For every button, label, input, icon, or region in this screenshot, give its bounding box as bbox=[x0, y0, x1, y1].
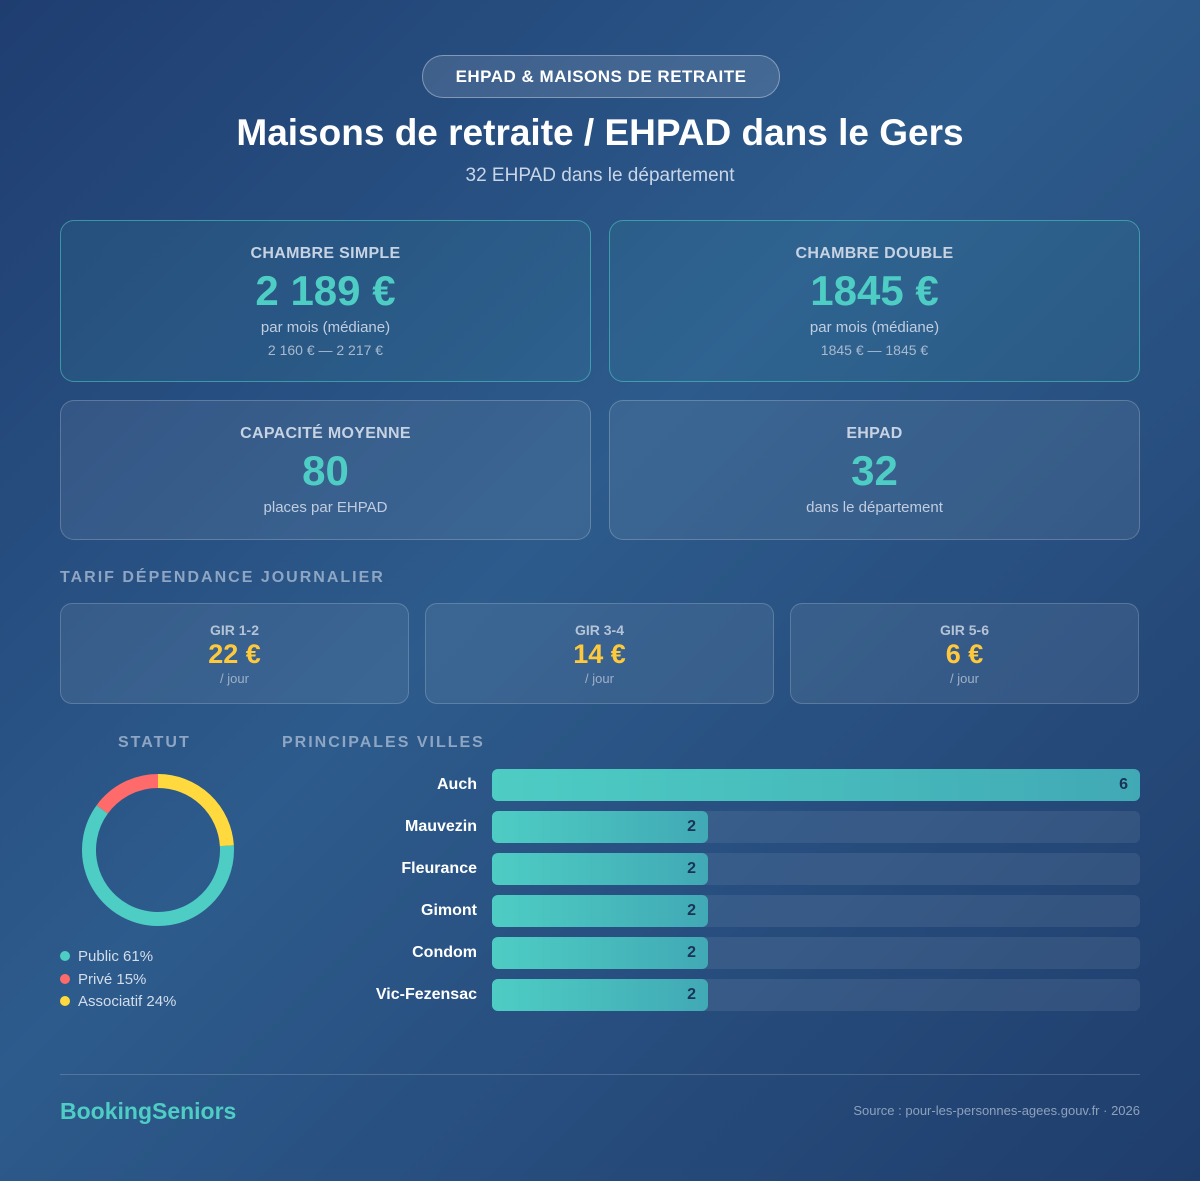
pie-title: STATUT bbox=[118, 734, 191, 751]
legend-dot bbox=[60, 996, 70, 1006]
card-range: 1845 € — 1845 € bbox=[820, 342, 929, 358]
legend-item: Public 61% bbox=[60, 948, 153, 965]
gir-label: GIR 1-2 bbox=[209, 622, 259, 638]
bar-value: 2 bbox=[687, 860, 696, 877]
bar-track: 2 bbox=[492, 937, 1140, 969]
bar-label: Vic-Fezensac bbox=[375, 986, 477, 1003]
bar-label: Mauvezin bbox=[404, 818, 477, 835]
legend-label: Public bbox=[78, 948, 119, 965]
bar: 2 bbox=[492, 895, 708, 927]
card-label: CHAMBRE SIMPLE bbox=[250, 245, 401, 262]
gir-label: GIR 3-4 bbox=[574, 622, 624, 638]
bar-value: 6 bbox=[1119, 776, 1128, 793]
bar-value: 2 bbox=[687, 902, 696, 919]
gir-value: 22 € bbox=[208, 639, 261, 669]
legend-value: 24% bbox=[146, 993, 177, 1010]
card-value: 2 189 € bbox=[255, 267, 396, 314]
gir-unit: / jour bbox=[585, 671, 614, 686]
donut-slice bbox=[157, 774, 234, 847]
bar-track: 2 bbox=[492, 811, 1140, 843]
gir-card: GIR 5-6 6 € / jour bbox=[790, 603, 1139, 704]
bar-value: 2 bbox=[687, 818, 696, 835]
bar-label: Fleurance bbox=[401, 860, 477, 877]
card: EHPAD 32 dans le département bbox=[609, 400, 1140, 540]
bar-label: Auch bbox=[437, 776, 477, 793]
title: Maisons de retraite / EHPAD dans le Gers bbox=[236, 112, 964, 153]
bar-track: 6 bbox=[492, 769, 1140, 801]
gir-label: GIR 5-6 bbox=[939, 622, 989, 638]
legend-item: Privé 15% bbox=[60, 971, 146, 988]
section-title: TARIF DÉPENDANCE JOURNALIER bbox=[60, 569, 385, 586]
bar-track: 2 bbox=[492, 895, 1140, 927]
bar-value: 2 bbox=[687, 944, 696, 961]
brand: BookingSeniors bbox=[60, 1098, 237, 1124]
bar: 2 bbox=[492, 979, 708, 1011]
bar: 2 bbox=[492, 937, 708, 969]
bar: 2 bbox=[492, 811, 708, 843]
bar-track: 2 bbox=[492, 853, 1140, 885]
legend-value: 15% bbox=[116, 970, 147, 988]
bar-value: 2 bbox=[687, 986, 696, 1003]
legend-label: Privé bbox=[78, 970, 113, 988]
card-note: par mois (médiane) bbox=[260, 319, 391, 336]
card: CAPACITÉ MOYENNE 80 places par EHPAD bbox=[60, 400, 591, 540]
bar-label: Gimont bbox=[421, 902, 477, 919]
donut-slice bbox=[82, 805, 234, 926]
badge: EHPAD & MAISONS DE RETRAITE bbox=[422, 55, 780, 98]
gir-unit: / jour bbox=[950, 671, 979, 686]
legend-value: 61% bbox=[123, 948, 154, 965]
bar: 2 bbox=[492, 853, 708, 885]
card-label: EHPAD bbox=[846, 425, 903, 442]
legend-label: Associatif bbox=[78, 993, 143, 1010]
bar: 6 bbox=[492, 769, 1140, 801]
bar-track: 2 bbox=[492, 979, 1140, 1011]
card-note: dans le département bbox=[806, 499, 943, 516]
card: CHAMBRE SIMPLE 2 189 € par mois (médiane… bbox=[60, 220, 591, 382]
card-note: par mois (médiane) bbox=[809, 319, 940, 336]
bar-label: Condom bbox=[412, 944, 477, 961]
card-label: CHAMBRE DOUBLE bbox=[795, 245, 954, 262]
legend-dot bbox=[60, 951, 70, 961]
donut-chart bbox=[82, 774, 234, 926]
card: CHAMBRE DOUBLE 1845 € par mois (médiane)… bbox=[609, 220, 1140, 382]
donut-slice bbox=[96, 774, 159, 814]
legend-dot bbox=[60, 973, 70, 984]
bar-title: PRINCIPALES VILLES bbox=[282, 734, 485, 751]
subtitle: 32 EHPAD dans le département bbox=[465, 165, 735, 186]
gir-unit: / jour bbox=[220, 671, 249, 686]
card-value: 1845 € bbox=[810, 267, 939, 314]
gir-value: 6 € bbox=[945, 639, 984, 669]
legend-item: Associatif 24% bbox=[60, 993, 176, 1010]
card-value: 80 bbox=[302, 447, 349, 494]
card-range: 2 160 € — 2 217 € bbox=[267, 342, 384, 358]
card-label: CAPACITÉ MOYENNE bbox=[240, 425, 411, 442]
gir-value: 14 € bbox=[573, 639, 626, 669]
card-note: places par EHPAD bbox=[263, 499, 388, 516]
gir-card: GIR 1-2 22 € / jour bbox=[60, 603, 409, 704]
gir-card: GIR 3-4 14 € / jour bbox=[425, 603, 774, 704]
source: Source : pour-les-personnes-agees.gouv.f… bbox=[853, 1103, 1140, 1118]
divider bbox=[60, 1074, 1140, 1075]
card-value: 32 bbox=[851, 447, 898, 494]
